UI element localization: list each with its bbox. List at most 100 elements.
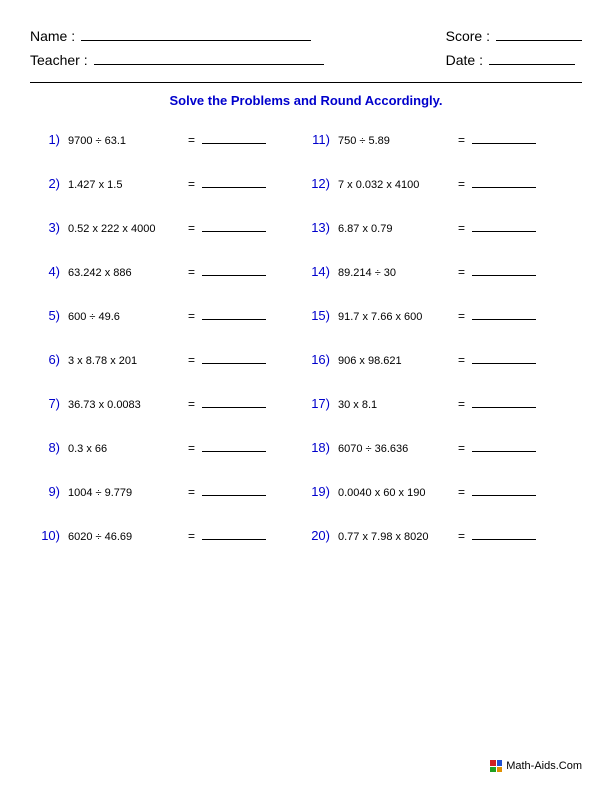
date-field-row: Date : — [446, 52, 582, 68]
problem-row: 20)0.77 x 7.98 x 8020= — [306, 528, 576, 543]
equals-sign: = — [458, 265, 472, 279]
name-field-row: Name : — [30, 28, 324, 44]
problem-number: 6) — [36, 352, 68, 367]
equals-sign: = — [458, 221, 472, 235]
problem-row: 19)0.0040 x 60 x 190= — [306, 484, 576, 499]
score-field-row: Score : — [446, 28, 582, 44]
problem-expression: 6020 ÷ 46.69 — [68, 531, 188, 543]
problem-row: 18)6070 ÷ 36.636= — [306, 440, 576, 455]
problem-number: 8) — [36, 440, 68, 455]
answer-blank[interactable] — [202, 220, 266, 232]
answer-blank[interactable] — [472, 264, 536, 276]
problem-row: 10)6020 ÷ 46.69= — [36, 528, 306, 543]
equals-sign: = — [458, 529, 472, 543]
problem-row: 16)906 x 98.621= — [306, 352, 576, 367]
teacher-blank[interactable] — [94, 64, 324, 65]
answer-blank[interactable] — [472, 484, 536, 496]
problem-number: 19) — [306, 484, 338, 499]
problem-number: 18) — [306, 440, 338, 455]
equals-sign: = — [188, 221, 202, 235]
answer-blank[interactable] — [472, 132, 536, 144]
problem-expression: 750 ÷ 5.89 — [338, 135, 458, 147]
logo-q1 — [490, 760, 496, 766]
problem-number: 2) — [36, 176, 68, 191]
problem-expression: 600 ÷ 49.6 — [68, 311, 188, 323]
problem-row: 5)600 ÷ 49.6= — [36, 308, 306, 323]
problem-expression: 7 x 0.032 x 4100 — [338, 179, 458, 191]
answer-blank[interactable] — [202, 528, 266, 540]
teacher-field-row: Teacher : — [30, 52, 324, 68]
equals-sign: = — [188, 309, 202, 323]
problem-expression: 36.73 x 0.0083 — [68, 399, 188, 411]
answer-blank[interactable] — [472, 396, 536, 408]
score-blank[interactable] — [496, 40, 582, 41]
problem-row: 14)89.214 ÷ 30= — [306, 264, 576, 279]
problem-expression: 9700 ÷ 63.1 — [68, 135, 188, 147]
problem-expression: 0.77 x 7.98 x 8020 — [338, 531, 458, 543]
problem-expression: 30 x 8.1 — [338, 399, 458, 411]
problem-expression: 89.214 ÷ 30 — [338, 267, 458, 279]
equals-sign: = — [458, 397, 472, 411]
problem-number: 11) — [306, 132, 338, 147]
answer-blank[interactable] — [202, 132, 266, 144]
problem-expression: 1.427 x 1.5 — [68, 179, 188, 191]
problem-number: 17) — [306, 396, 338, 411]
answer-blank[interactable] — [472, 220, 536, 232]
equals-sign: = — [188, 177, 202, 191]
problem-row: 15)91.7 x 7.66 x 600= — [306, 308, 576, 323]
answer-blank[interactable] — [472, 528, 536, 540]
problem-number: 20) — [306, 528, 338, 543]
problem-row: 9)1004 ÷ 9.779= — [36, 484, 306, 499]
problem-row: 1)9700 ÷ 63.1= — [36, 132, 306, 147]
date-blank[interactable] — [489, 64, 575, 65]
answer-blank[interactable] — [202, 308, 266, 320]
teacher-label: Teacher : — [30, 52, 88, 68]
header-left: Name : Teacher : — [30, 28, 324, 68]
answer-blank[interactable] — [202, 484, 266, 496]
problem-number: 5) — [36, 308, 68, 323]
header-divider — [30, 82, 582, 83]
problem-expression: 6.87 x 0.79 — [338, 223, 458, 235]
answer-blank[interactable] — [472, 352, 536, 364]
equals-sign: = — [188, 485, 202, 499]
problem-expression: 0.3 x 66 — [68, 443, 188, 455]
footer-logo-icon — [490, 760, 502, 772]
problem-row: 17)30 x 8.1= — [306, 396, 576, 411]
problem-expression: 3 x 8.78 x 201 — [68, 355, 188, 367]
answer-blank[interactable] — [202, 264, 266, 276]
problem-number: 10) — [36, 528, 68, 543]
equals-sign: = — [188, 353, 202, 367]
logo-q3 — [490, 767, 496, 773]
problem-number: 4) — [36, 264, 68, 279]
answer-blank[interactable] — [202, 176, 266, 188]
answer-blank[interactable] — [472, 176, 536, 188]
problems-area: 1)9700 ÷ 63.1=2)1.427 x 1.5=3)0.52 x 222… — [30, 132, 582, 543]
problem-number: 1) — [36, 132, 68, 147]
problem-expression: 91.7 x 7.66 x 600 — [338, 311, 458, 323]
problem-row: 7)36.73 x 0.0083= — [36, 396, 306, 411]
logo-q2 — [497, 760, 503, 766]
name-blank[interactable] — [81, 40, 311, 41]
answer-blank[interactable] — [202, 352, 266, 364]
answer-blank[interactable] — [472, 440, 536, 452]
equals-sign: = — [458, 441, 472, 455]
problem-row: 11)750 ÷ 5.89= — [306, 132, 576, 147]
answer-blank[interactable] — [472, 308, 536, 320]
answer-blank[interactable] — [202, 440, 266, 452]
problem-row: 3)0.52 x 222 x 4000= — [36, 220, 306, 235]
problem-expression: 63.242 x 886 — [68, 267, 188, 279]
equals-sign: = — [188, 397, 202, 411]
answer-blank[interactable] — [202, 396, 266, 408]
problem-expression: 0.0040 x 60 x 190 — [338, 487, 458, 499]
problem-number: 15) — [306, 308, 338, 323]
problem-expression: 6070 ÷ 36.636 — [338, 443, 458, 455]
equals-sign: = — [458, 177, 472, 191]
problem-number: 13) — [306, 220, 338, 235]
footer: Math-Aids.Com — [490, 760, 582, 772]
equals-sign: = — [458, 133, 472, 147]
problems-column-left: 1)9700 ÷ 63.1=2)1.427 x 1.5=3)0.52 x 222… — [36, 132, 306, 543]
problem-expression: 906 x 98.621 — [338, 355, 458, 367]
equals-sign: = — [458, 485, 472, 499]
problem-row: 13)6.87 x 0.79= — [306, 220, 576, 235]
score-label: Score : — [446, 28, 490, 44]
